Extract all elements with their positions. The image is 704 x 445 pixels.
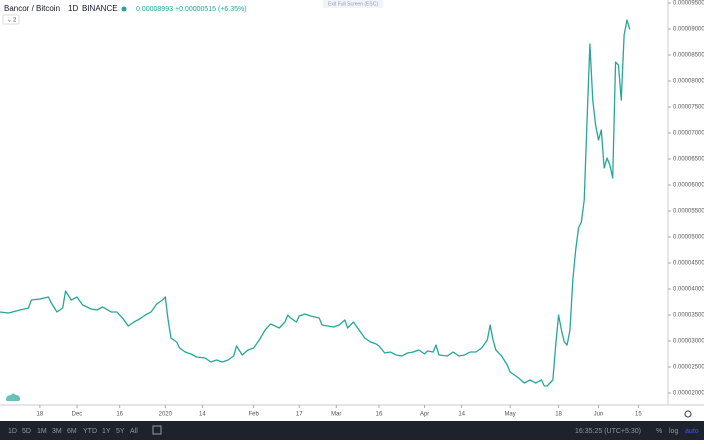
y-tick-label: 0.00009500 [673,1,704,7]
y-tick-label: 0.00008000 [673,79,704,85]
auto-toggle[interactable]: auto [685,428,699,435]
range-button[interactable]: 5D [22,428,31,435]
y-tick-label: 0.00009000 [673,27,704,33]
interval: 1D [68,4,78,13]
range-button[interactable]: 6M [67,428,77,435]
logo [6,393,20,401]
y-tick-label: 0.00004000 [673,287,704,293]
log-toggle[interactable]: log [669,428,678,435]
symbol: Bancor / Bitcoin [4,4,60,13]
price-line [0,19,631,387]
x-tick-label: 2020 [159,412,173,418]
y-tick-label: 0.00004500 [673,261,704,267]
range-button[interactable]: All [130,428,138,435]
exit-fullscreen[interactable] [323,0,383,8]
x-tick-label: Mar [331,412,341,418]
x-tick-label: 18 [555,412,562,418]
date-range-icon[interactable] [152,425,162,435]
y-tick-label: 0.00003000 [673,339,704,345]
bottom-toolbar [0,421,704,440]
x-tick-label: 18 [37,412,44,418]
x-tick-label: 14 [199,412,206,418]
settings-icon[interactable] [684,410,692,418]
x-tick-label: May [504,412,515,418]
y-tick-label: 0.00002500 [673,365,704,371]
range-button[interactable]: 1M [37,428,47,435]
y-tick-label: 0.00005500 [673,209,704,215]
status-dot [121,6,127,12]
range-button[interactable]: 5Y [116,428,125,435]
exchange: BINANCE [82,4,118,13]
range-button[interactable]: 1D [8,428,17,435]
last-price: 0.00008993 [136,6,173,13]
y-tick-label: 0.00006000 [673,183,704,189]
indicator-arrow: ⌄ [7,18,12,24]
y-tick-label: 0.00008500 [673,53,704,59]
x-tick-label: 14 [458,412,465,418]
x-tick-label: 17 [296,412,303,418]
x-tick-label: 16 [116,412,123,418]
percent-toggle[interactable]: % [656,428,662,435]
x-tick-label: Jun [594,412,604,418]
range-button[interactable]: 3M [52,428,62,435]
y-tick-label: 0.00003500 [673,313,704,319]
clock: 16:35:25 (UTC+5:30) [575,428,641,435]
y-tick-label: 0.00006500 [673,157,704,163]
indicator-count: 2 [13,18,17,24]
x-tick-label: 16 [376,412,383,418]
range-button[interactable]: YTD [83,428,97,435]
y-tick-label: 0.00002000 [673,391,704,397]
indicator-toggle[interactable] [2,14,20,25]
x-tick-label: Apr [420,412,429,418]
x-tick-label: Feb [248,412,259,418]
x-tick-label: Dec [72,412,83,418]
x-tick-label: 15 [635,412,642,418]
exit-fullscreen-label: Exit Full Screen (ESC) [328,1,378,7]
y-tick-label: 0.00005000 [673,235,704,241]
price-change: +0.00000515 (+6.35%) [175,6,247,13]
range-button[interactable]: 1Y [102,428,111,435]
y-tick-label: 0.00007000 [673,131,704,137]
y-tick-label: 0.00007500 [673,105,704,111]
